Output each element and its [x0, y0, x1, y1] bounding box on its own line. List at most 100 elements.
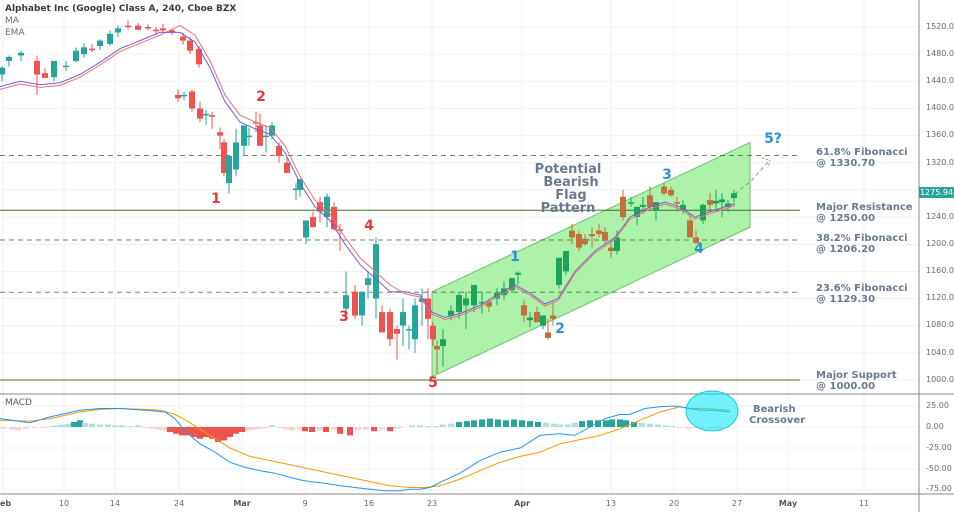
indicator-ema-label[interactable]: EMA — [5, 28, 25, 38]
candle-down — [187, 40, 193, 51]
candle-down — [647, 195, 653, 207]
candle-up — [563, 251, 569, 272]
candle-up — [203, 113, 209, 116]
macd-hist-negative — [309, 427, 315, 433]
macd-hist-positive — [127, 426, 133, 428]
macd-hist-negative — [161, 427, 167, 431]
macd-hist-negative — [167, 427, 173, 433]
indicator-ma-label[interactable]: MA — [5, 16, 19, 26]
price-axis-label: 1400.00 — [926, 103, 954, 112]
candle-up — [241, 125, 247, 146]
price-axis-label: 1440.00 — [926, 76, 954, 85]
candle-up — [303, 220, 309, 238]
macd-hist-positive — [456, 421, 462, 427]
candle-down — [160, 28, 166, 31]
macd-hist-positive — [527, 421, 533, 427]
candle-up — [628, 202, 634, 204]
macd-axis-label: -25.00 — [926, 443, 952, 452]
candle-down — [197, 108, 203, 119]
level-value: @ 1250.00 — [816, 213, 876, 224]
candle-down — [608, 247, 614, 252]
symbol-title: Alphabet Inc (Google) Class A, 240, Cboe… — [5, 4, 237, 14]
macd-hist-negative — [725, 427, 731, 428]
bearish-wave-3-label: 3 — [339, 309, 349, 325]
macd-hist-negative — [289, 427, 295, 431]
time-axis-label: 14 — [109, 499, 121, 508]
macd-hist-negative — [185, 427, 191, 436]
bearish-wave-4-label: 4 — [364, 218, 374, 234]
candle-down — [310, 217, 316, 228]
candle-down — [169, 30, 175, 33]
macd-hist-negative — [155, 427, 161, 430]
candle-up — [448, 310, 454, 316]
macd-hist-positive — [495, 419, 501, 427]
macd-hist-positive — [440, 424, 446, 427]
macd-hist-positive — [479, 419, 485, 427]
candle-up — [263, 135, 269, 138]
macd-hist-negative — [317, 427, 323, 431]
macd-hist-negative — [197, 427, 203, 439]
projection-line — [734, 159, 771, 195]
candle-up — [731, 193, 737, 199]
macd-hist-positive — [655, 424, 661, 427]
candle-down — [276, 145, 282, 156]
macd-hist-positive — [53, 425, 59, 427]
candle-up — [713, 200, 719, 204]
macd-hist-positive — [557, 424, 563, 427]
macd-line — [0, 405, 731, 492]
candle-up — [359, 291, 365, 316]
macd-hist-positive — [417, 425, 423, 427]
price-axis-label: 1200.00 — [926, 239, 954, 248]
candle-down — [534, 312, 540, 323]
candle-down — [394, 329, 400, 334]
candle-up — [246, 135, 252, 138]
price-axis-label: 1000.00 — [926, 375, 954, 384]
macd-hist-negative — [221, 427, 227, 441]
level-name: 61.8% Fibonacci — [816, 147, 908, 158]
pattern-line-3: Pattern — [540, 201, 596, 216]
price-axis-label: 1120.00 — [926, 293, 954, 302]
macd-hist-negative — [23, 427, 29, 429]
macd-hist-negative — [251, 427, 257, 430]
candle-up — [51, 60, 57, 78]
macd-pane-label[interactable]: MACD — [5, 398, 32, 408]
macd-hist-positive — [65, 423, 71, 427]
macd-hist-positive — [487, 418, 493, 427]
macd-hist-positive — [47, 426, 53, 428]
level-value: @ 1330.70 — [816, 158, 876, 169]
bearish-wave-5-label: 5 — [428, 375, 438, 391]
candle-down — [135, 25, 141, 30]
macd-hist-negative — [203, 427, 209, 438]
macd-hist-negative — [685, 427, 691, 429]
macd-hist-negative — [347, 427, 353, 436]
level-name: 23.6% Fibonacci — [816, 283, 908, 294]
macd-hist-positive — [603, 420, 609, 427]
candle-down — [379, 312, 385, 333]
candle-up — [0, 67, 5, 75]
candle-up — [440, 339, 446, 347]
macd-hist-negative — [15, 427, 21, 431]
crossover-line-1: Bearish — [753, 404, 796, 415]
macd-hist-positive — [639, 422, 645, 427]
macd-hist-positive — [82, 422, 88, 427]
candle-up — [509, 278, 515, 291]
candle-up — [365, 278, 371, 285]
candle-up — [725, 203, 731, 207]
candle-up — [556, 257, 562, 285]
time-axis-label: Feb — [0, 499, 12, 508]
candle-up — [373, 244, 379, 299]
candle-up — [181, 94, 187, 97]
candle-down — [153, 29, 159, 32]
macd-hist-negative — [0, 427, 6, 429]
candle-up — [540, 315, 546, 326]
candle-up — [640, 204, 646, 207]
candle-down — [582, 238, 588, 245]
candle-up — [471, 284, 477, 306]
macd-hist-positive — [617, 419, 623, 427]
candle-down — [434, 346, 440, 350]
bullish-wave-2-label: 2 — [555, 321, 565, 337]
macd-hist-negative — [215, 427, 221, 443]
candle-down — [687, 220, 693, 238]
